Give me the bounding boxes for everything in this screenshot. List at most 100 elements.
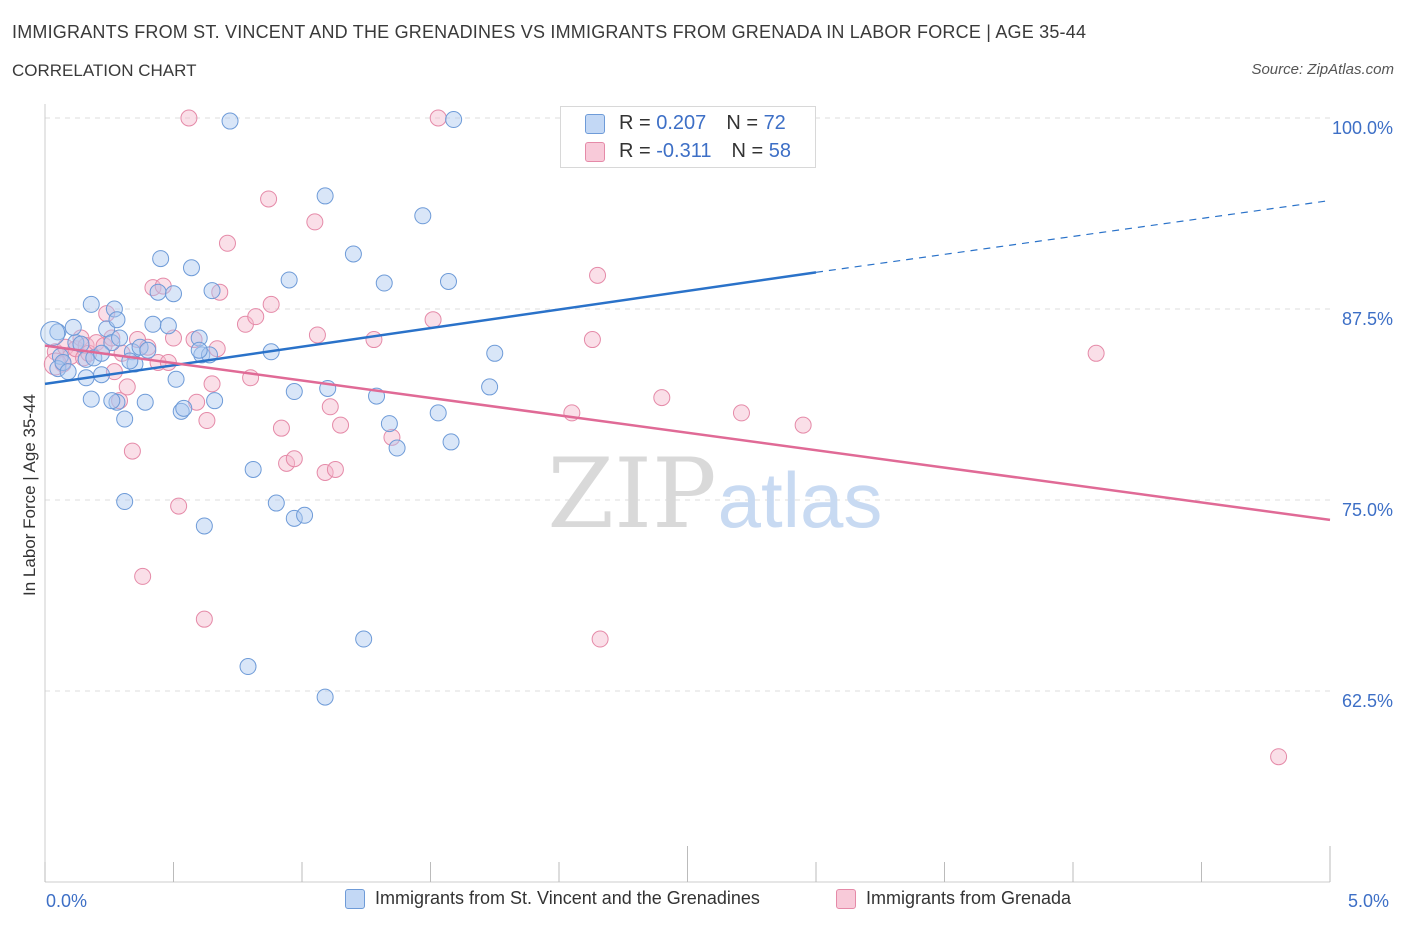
data-point-grenada bbox=[134, 567, 152, 585]
legend-r-label: R = bbox=[619, 112, 651, 134]
series-st-vincent bbox=[40, 109, 753, 706]
data-point-st-vincent bbox=[139, 341, 157, 359]
data-point-grenada bbox=[272, 419, 290, 437]
data-point-grenada bbox=[308, 326, 326, 344]
trend-lines bbox=[44, 199, 1331, 522]
data-point-st-vincent bbox=[40, 320, 66, 346]
watermark: ZIP atlas bbox=[547, 438, 882, 550]
data-point-st-vincent bbox=[64, 318, 82, 336]
data-point-st-vincent bbox=[221, 112, 239, 130]
data-point-st-vincent bbox=[445, 111, 463, 129]
data-point-grenada bbox=[1270, 748, 1288, 766]
data-point-st-vincent bbox=[159, 317, 177, 335]
data-point-st-vincent bbox=[375, 274, 393, 292]
data-point-st-vincent bbox=[285, 383, 303, 401]
legend-n-value-series1: 72 bbox=[763, 112, 786, 134]
data-point-st-vincent bbox=[190, 341, 208, 359]
data-point-grenada bbox=[589, 266, 607, 284]
data-point-st-vincent bbox=[105, 300, 123, 318]
legend-n-label: N = bbox=[726, 112, 758, 134]
data-point-grenada bbox=[794, 416, 812, 434]
trend-line-st-vincent-extension bbox=[815, 199, 1331, 273]
data-point-st-vincent bbox=[136, 393, 154, 411]
data-point-grenada bbox=[1087, 344, 1105, 362]
data-point-grenada bbox=[316, 463, 334, 481]
data-point-grenada bbox=[260, 190, 278, 208]
data-point-st-vincent bbox=[442, 433, 460, 451]
data-point-st-vincent bbox=[116, 493, 134, 511]
data-point-grenada bbox=[262, 295, 280, 313]
data-point-grenada bbox=[653, 389, 671, 407]
data-point-st-vincent bbox=[116, 410, 134, 428]
data-point-st-vincent bbox=[239, 658, 257, 676]
data-point-st-vincent bbox=[344, 245, 362, 263]
data-point-grenada bbox=[732, 404, 750, 422]
legend-r-value-series1: 0.207 bbox=[656, 112, 707, 134]
data-point-st-vincent bbox=[296, 506, 314, 524]
data-point-st-vincent bbox=[244, 460, 262, 478]
y-axis-label: In Labor Force | Age 35-44 bbox=[20, 394, 39, 596]
bottom-legend: Immigrants from St. Vincent and the Gren… bbox=[0, 888, 1406, 918]
bottom-legend-item-series1: Immigrants from St. Vincent and the Gren… bbox=[345, 888, 760, 909]
data-point-st-vincent bbox=[355, 630, 373, 648]
data-point-grenada bbox=[429, 109, 447, 127]
watermark-atlas: atlas bbox=[718, 456, 883, 544]
data-point-grenada bbox=[365, 331, 383, 349]
chart-subtitle: CORRELATION CHART bbox=[12, 61, 197, 80]
y-tick-label: 100.0% bbox=[1332, 118, 1393, 138]
legend-r-value-series2: -0.311 bbox=[656, 140, 712, 162]
data-point-st-vincent bbox=[172, 402, 190, 420]
data-point-st-vincent bbox=[439, 272, 457, 290]
data-point-st-vincent bbox=[152, 250, 170, 268]
data-point-st-vincent bbox=[414, 207, 432, 225]
data-point-st-vincent bbox=[190, 329, 208, 347]
data-point-grenada bbox=[321, 398, 339, 416]
y-tick-label: 62.5% bbox=[1342, 691, 1393, 711]
data-point-st-vincent bbox=[108, 311, 126, 329]
data-point-st-vincent bbox=[429, 404, 447, 422]
y-tick-label: 87.5% bbox=[1342, 309, 1393, 329]
x-tick-label-max: 5.0% bbox=[1348, 891, 1390, 911]
trend-line-st-vincent bbox=[44, 271, 817, 386]
data-point-st-vincent bbox=[267, 494, 285, 512]
axes bbox=[44, 104, 1331, 883]
data-point-st-vincent bbox=[316, 688, 334, 706]
bottom-legend-item-series2: Immigrants from Grenada bbox=[836, 888, 1071, 909]
data-point-grenada bbox=[123, 442, 141, 460]
legend-r-label: R = bbox=[619, 140, 651, 162]
data-point-st-vincent bbox=[195, 517, 213, 535]
data-point-st-vincent bbox=[167, 370, 185, 388]
data-point-st-vincent bbox=[203, 282, 221, 300]
chart-title: IMMIGRANTS FROM ST. VINCENT AND THE GREN… bbox=[12, 22, 1087, 42]
data-point-st-vincent bbox=[380, 415, 398, 433]
data-point-st-vincent bbox=[82, 295, 100, 313]
data-point-st-vincent bbox=[486, 344, 504, 362]
legend-swatch-series1 bbox=[585, 113, 605, 134]
source-note: Source: ZipAtlas.com bbox=[1251, 61, 1394, 78]
data-point-st-vincent bbox=[182, 259, 200, 277]
grid-lines bbox=[45, 117, 1330, 692]
legend-row-series2: R = -0.311 N = 58 bbox=[585, 140, 791, 163]
data-point-st-vincent bbox=[59, 363, 77, 381]
data-point-grenada bbox=[591, 630, 609, 648]
data-point-grenada bbox=[198, 412, 216, 430]
data-point-grenada bbox=[285, 450, 303, 468]
data-point-grenada bbox=[326, 460, 344, 478]
data-point-st-vincent bbox=[280, 271, 298, 289]
bottom-legend-label-series2: Immigrants from Grenada bbox=[866, 888, 1072, 908]
data-point-st-vincent bbox=[149, 283, 167, 301]
data-point-grenada bbox=[218, 234, 236, 252]
data-point-grenada bbox=[332, 416, 350, 434]
data-point-st-vincent bbox=[144, 315, 162, 333]
data-point-grenada bbox=[170, 497, 188, 515]
data-point-st-vincent bbox=[206, 392, 224, 410]
data-point-grenada bbox=[247, 308, 265, 326]
legend-n-value-series2: 58 bbox=[768, 140, 791, 162]
data-point-grenada bbox=[118, 378, 136, 396]
data-point-st-vincent bbox=[111, 329, 129, 347]
data-point-st-vincent bbox=[481, 378, 499, 396]
data-point-grenada bbox=[583, 331, 601, 349]
y-tick-label: 75.0% bbox=[1342, 500, 1393, 520]
data-point-st-vincent bbox=[316, 187, 334, 205]
data-point-grenada bbox=[203, 375, 221, 393]
